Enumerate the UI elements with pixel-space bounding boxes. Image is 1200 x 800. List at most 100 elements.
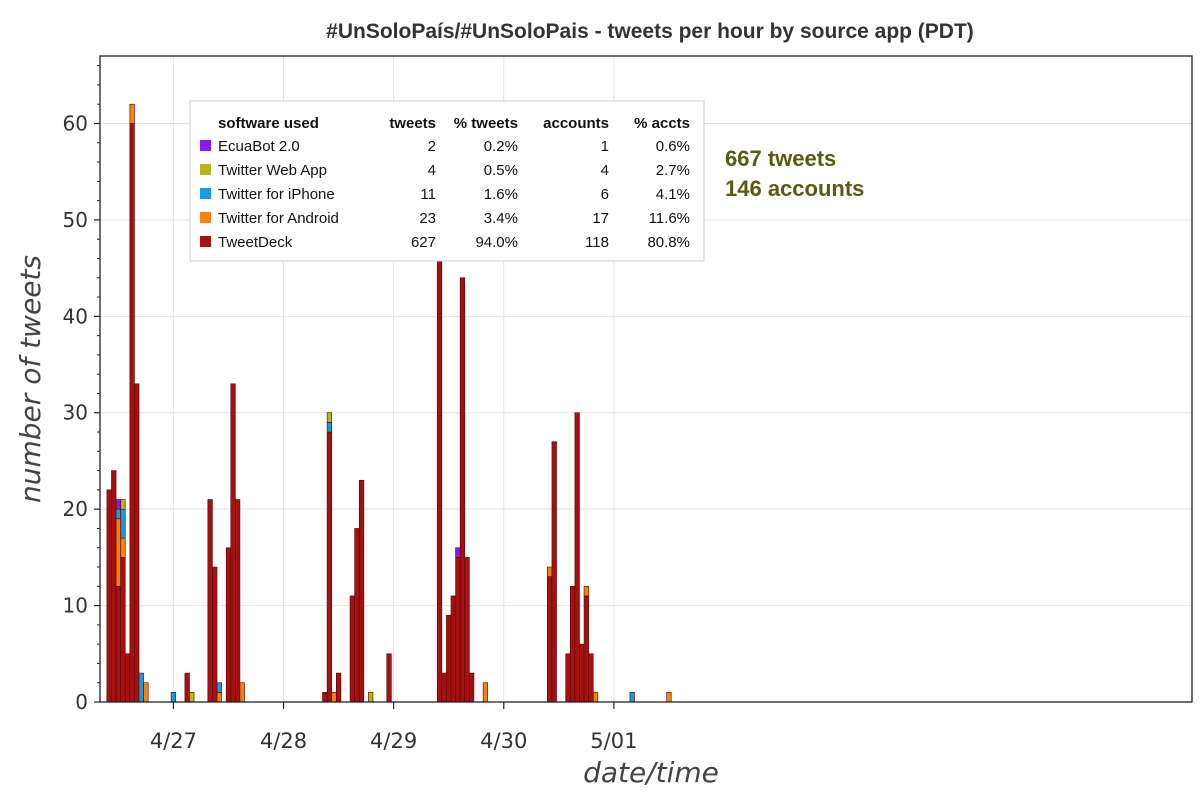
bar-segment-tweetdeck (111, 470, 117, 703)
legend-entry-value: 94.0% (475, 234, 518, 251)
bar-segment-ecuabot-2-0 (455, 547, 461, 558)
bar-segment-twitter-for-android (216, 692, 222, 703)
bar-segment-twitter-for-iphone (629, 692, 635, 703)
legend-entry-value: 6 (601, 186, 609, 203)
bar-segment-tweetdeck (565, 653, 571, 703)
bar-segment-twitter-for-android (129, 103, 135, 124)
y-tick-label: 10 (63, 594, 88, 618)
bar-segment-twitter-for-android (331, 692, 337, 703)
bar-segment-tweetdeck (212, 566, 218, 703)
x-axis-label: date/time (583, 756, 719, 789)
legend-swatch-twitter-web-app (200, 164, 211, 175)
bar-segment-tweetdeck (235, 499, 241, 703)
bar-segment-twitter-for-iphone (120, 508, 126, 539)
legend-header: % tweets (454, 115, 518, 132)
bar-segment-tweetdeck (459, 277, 466, 703)
legend-entry-value: 4 (428, 162, 436, 179)
legend-entry-value: 1.6% (484, 186, 518, 203)
legend-entry-name: TweetDeck (218, 234, 293, 251)
legend-swatch-twitter-for-android (200, 212, 211, 223)
legend-entry-value: 3.4% (484, 210, 518, 227)
bar-segment-tweetdeck (579, 643, 585, 703)
bar-segment-tweetdeck (115, 585, 121, 703)
bar-segment-tweetdeck (184, 672, 190, 703)
bar-segment-tweetdeck (349, 595, 355, 703)
legend: software used tweets % tweets accounts % acc… (189, 100, 705, 262)
bar-segment-ecuabot-2-0 (115, 499, 121, 510)
legend-entry-value: 1 (601, 138, 609, 155)
bar-segment-tweetdeck (134, 383, 140, 703)
legend-entry-value: 627 (411, 234, 436, 251)
legend-entry-name: Twitter for iPhone (218, 186, 335, 203)
x-tick-label: 4/29 (370, 729, 417, 753)
legend-header: software used (218, 115, 319, 132)
bar-segment-tweetdeck (441, 672, 447, 703)
bar-segment-twitter-for-android (666, 692, 672, 703)
legend-entry-value: 0.2% (484, 138, 518, 155)
y-tick-label: 30 (63, 401, 88, 425)
legend-entry-value: 0.6% (656, 138, 690, 155)
x-tick-label: 4/30 (480, 729, 527, 753)
legend-entry-value: 23 (419, 210, 436, 227)
y-tick-label: 50 (63, 208, 88, 232)
bar-segment-twitter-for-android (583, 585, 589, 597)
legend-entry-value: 11.6% (649, 210, 690, 227)
bar-segment-twitter-web-app (326, 412, 333, 423)
legend-header: % accts (634, 115, 690, 132)
x-axis-ticks: 4/27 4/28 4/29 4/30 5/01 (150, 702, 637, 753)
bar-segment-tweetdeck (322, 692, 328, 703)
legend-box (189, 100, 705, 262)
legend-entry-value: 80.8% (647, 234, 690, 251)
legend-entry-value: 4.1% (656, 186, 690, 203)
bar-segment-tweetdeck (455, 557, 461, 703)
bar-segment-tweetdeck (446, 614, 452, 703)
legend-entry-name: Twitter Web App (218, 162, 327, 179)
y-axis-label: number of tweets (14, 255, 47, 503)
bar-segment-tweetdeck (551, 441, 557, 703)
legend-header: tweets (389, 115, 436, 132)
legend-entry-value: 4 (601, 162, 609, 179)
bar-segment-tweetdeck (129, 123, 135, 703)
chart-title: #UnSoloPaís/#UnSoloPais - tweets per hou… (326, 20, 974, 43)
legend-swatch-ecuabot-2-0 (200, 140, 211, 151)
x-tick-label: 4/27 (150, 729, 197, 753)
bar-segment-twitter-for-iphone (138, 672, 144, 703)
annotation-total-accounts: 146 accounts (725, 176, 864, 201)
legend-swatch-twitter-for-iphone (200, 188, 211, 199)
bar-segment-twitter-for-android (120, 537, 126, 558)
bar-segment-twitter-for-iphone (170, 692, 177, 703)
y-tick-label: 40 (63, 304, 88, 328)
legend-entry-value: 0.5% (484, 162, 518, 179)
x-tick-label: 4/28 (260, 729, 307, 753)
bar-segment-tweetdeck (588, 653, 594, 703)
legend-header: accounts (543, 115, 609, 132)
bars (106, 103, 672, 703)
bar-segment-twitter-for-android (482, 682, 489, 703)
bar-segment-twitter-for-iphone (115, 508, 121, 520)
bar-segment-tweetdeck (436, 219, 443, 703)
bar-segment-tweetdeck (386, 653, 392, 703)
bar-segment-twitter-web-app (120, 499, 126, 510)
y-tick-label: 60 (63, 111, 88, 135)
legend-entry-value: 2.7% (656, 162, 690, 179)
bar-segment-twitter-for-android (547, 566, 553, 577)
y-axis-ticks: 0 10 20 30 40 50 60 (63, 65, 100, 714)
bar-segment-tweetdeck (326, 431, 333, 703)
bar-segment-tweetdeck (450, 595, 456, 703)
bar-segment-tweetdeck (464, 557, 470, 703)
bar-segment-tweetdeck (469, 672, 475, 703)
y-tick-label: 0 (75, 690, 88, 714)
bar-segment-tweetdeck (574, 412, 580, 703)
plot-frame (99, 55, 1193, 703)
legend-table: software used tweets % tweets accounts % acc… (200, 115, 690, 251)
legend-entry-value: 11 (420, 186, 436, 203)
legend-entry-value: 17 (592, 210, 609, 227)
bar-segment-tweetdeck (207, 499, 213, 703)
bar-segment-tweetdeck (225, 547, 232, 703)
bar-segment-tweetdeck (335, 672, 342, 703)
legend-entry-value: 2 (428, 138, 436, 155)
y-tick-label: 20 (63, 497, 88, 521)
legend-entry-name: EcuaBot 2.0 (218, 138, 300, 155)
